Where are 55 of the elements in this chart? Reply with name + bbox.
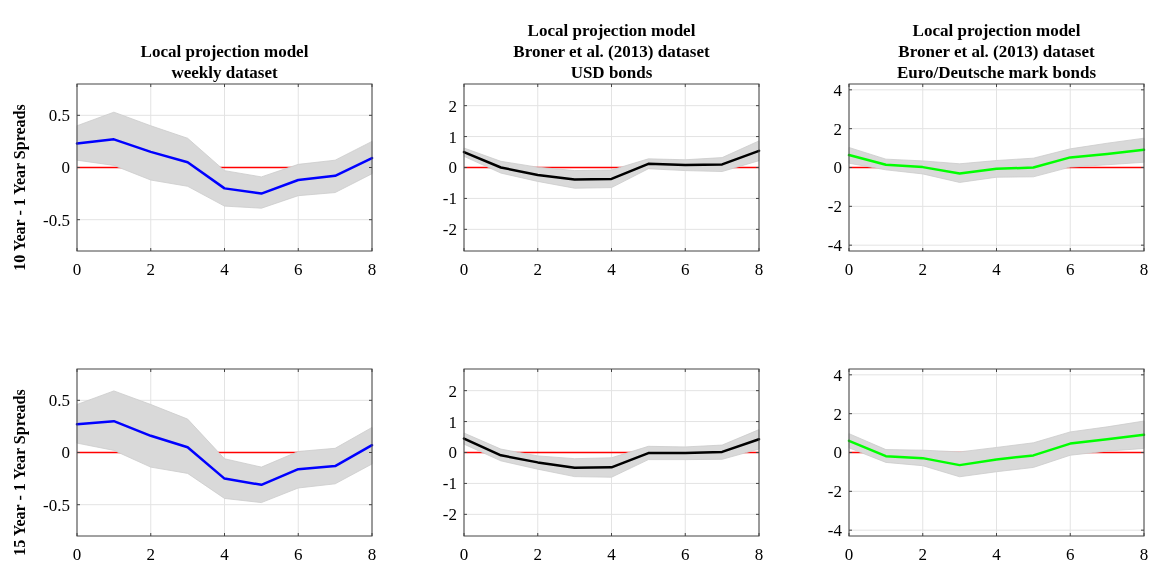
x-tick-label: 4 — [220, 545, 230, 564]
x-tick-label: 6 — [681, 260, 690, 279]
chart-title: Local projection model Broner et al. (2013) dataset USD bonds — [513, 21, 710, 82]
y-tick-label: -1 — [442, 474, 457, 494]
y-tick-label: -2 — [442, 505, 457, 525]
y-tick-label: 4 — [833, 365, 843, 385]
x-tick-label: 2 — [918, 545, 927, 564]
y-tick-label: 0.5 — [48, 391, 70, 411]
x-tick-label: 4 — [607, 260, 617, 279]
y-tick-label: 2 — [833, 119, 842, 139]
y-tick-label: -1 — [442, 189, 457, 209]
x-tick-label: 2 — [533, 545, 542, 564]
x-tick-label: 2 — [918, 260, 927, 279]
y-tick-label: 0 — [61, 158, 70, 178]
y-tick-label: 0 — [833, 158, 842, 178]
y-tick-label: 0.5 — [48, 106, 70, 126]
x-tick-label: 2 — [146, 260, 155, 279]
y-tick-label: -2 — [827, 197, 842, 217]
chart-title: Local projection model weekly dataset — [140, 42, 309, 82]
x-tick-label: 6 — [1066, 260, 1075, 279]
x-tick-label: 2 — [146, 545, 155, 564]
y-tick-label: -2 — [442, 220, 457, 240]
y-tick-label: 4 — [833, 80, 843, 100]
y-tick-label: 2 — [448, 96, 457, 116]
y-axis-title: 10 Year - 1 Year Spreads — [11, 104, 29, 271]
x-tick-label: 4 — [607, 545, 617, 564]
x-tick-label: 8 — [754, 545, 764, 564]
y-tick-label: 2 — [833, 404, 842, 424]
y-tick-label: 0 — [448, 443, 457, 463]
x-tick-label: 4 — [220, 260, 230, 279]
x-tick-label: 6 — [294, 545, 303, 564]
y-tick-label: 1 — [448, 127, 457, 147]
y-tick-label: 0 — [61, 443, 70, 463]
x-tick-label: 8 — [1139, 545, 1149, 564]
y-tick-label: 2 — [448, 381, 457, 401]
x-tick-label: 6 — [1066, 545, 1075, 564]
x-tick-label: 6 — [294, 260, 303, 279]
x-tick-label: 2 — [533, 260, 542, 279]
chart-title: Local projection model Broner et al. (2013) dataset Euro/Deutsche mark bonds — [897, 21, 1097, 82]
x-tick-label: 4 — [992, 545, 1002, 564]
y-tick-label: 0 — [833, 443, 842, 463]
y-axis-title: 15 Year - 1 Year Spreads — [11, 389, 29, 556]
x-tick-label: 8 — [367, 545, 377, 564]
y-tick-label: 0 — [448, 158, 457, 178]
x-tick-label: 8 — [1139, 260, 1149, 279]
y-tick-label: -4 — [827, 521, 843, 541]
y-tick-label: 1 — [448, 412, 457, 432]
y-tick-label: -2 — [827, 482, 842, 502]
y-tick-label: -0.5 — [43, 495, 70, 515]
x-tick-label: 6 — [681, 545, 690, 564]
y-tick-label: -4 — [827, 236, 843, 256]
y-tick-label: -0.5 — [43, 210, 70, 230]
x-tick-label: 8 — [754, 260, 764, 279]
x-tick-label: 8 — [367, 260, 377, 279]
x-tick-label: 4 — [992, 260, 1002, 279]
